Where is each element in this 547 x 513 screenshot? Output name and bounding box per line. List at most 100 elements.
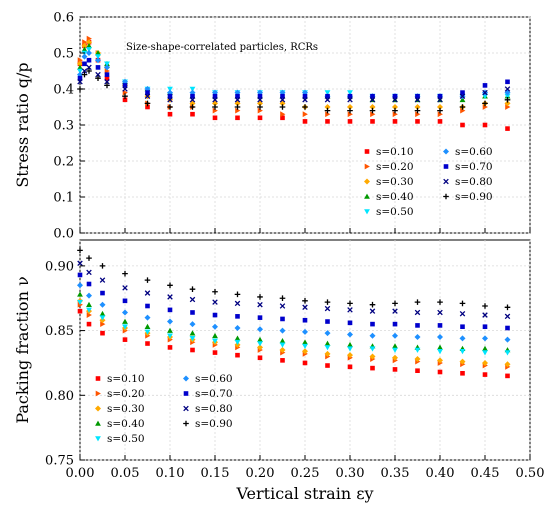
series-s=0.40 [77, 291, 511, 353]
legend-label: s=0.10 [376, 146, 414, 158]
x-tick-label: 0.00 [66, 466, 95, 481]
data-point [370, 321, 375, 327]
data-point [122, 298, 128, 304]
data-point [86, 321, 92, 327]
data-point [392, 354, 398, 361]
data-point [505, 104, 511, 110]
data-point [302, 304, 308, 311]
data-point [459, 300, 466, 307]
legend-item: s=0.10 [95, 373, 145, 385]
data-point [324, 345, 331, 351]
data-point [279, 97, 286, 103]
y-tick-label: 0.5 [53, 47, 74, 62]
data-point [369, 346, 376, 352]
data-point [482, 335, 488, 342]
data-point [189, 104, 196, 110]
data-point [325, 319, 330, 324]
data-point [369, 353, 376, 360]
data-point [504, 86, 511, 92]
data-point [144, 314, 151, 321]
data-point [257, 93, 263, 99]
legend-marker [95, 390, 101, 397]
data-point [414, 299, 421, 305]
data-point [302, 298, 308, 304]
series-s=0.80 [77, 64, 511, 103]
stress-ratio-panel: 0.0 0.1 0.2 0.3 0.4 0.5 0.6 Size-shape-correla… [13, 11, 531, 242]
data-point [234, 339, 241, 346]
series-s=0.90 [77, 68, 511, 114]
data-point [212, 97, 218, 103]
data-point [77, 75, 83, 81]
data-point [280, 115, 285, 121]
legend-item: s=0.60 [443, 146, 493, 158]
legend-label: s=0.20 [107, 388, 145, 400]
data-point [235, 352, 240, 358]
data-point [86, 39, 92, 46]
legend-marker [443, 178, 449, 185]
data-point [415, 368, 420, 374]
legend-label: s=0.30 [107, 403, 145, 415]
x-tick-label: 0.45 [471, 466, 500, 481]
data-point [95, 54, 101, 60]
data-point [86, 281, 92, 287]
y-tick-label: 0.80 [45, 389, 74, 404]
x-tick-label: 0.10 [156, 466, 185, 481]
data-point [369, 308, 376, 314]
data-point [144, 323, 151, 330]
data-point [279, 327, 286, 334]
data-point [167, 104, 173, 110]
data-point [104, 82, 110, 89]
data-point [167, 327, 173, 333]
data-point [482, 83, 488, 88]
data-point [77, 79, 83, 85]
data-point [370, 119, 375, 124]
data-point [392, 308, 398, 314]
data-point [190, 93, 195, 99]
data-point [257, 326, 263, 333]
legend-marker [183, 391, 189, 396]
annotation-text: Size-shape-correlated particles, RCRs [126, 42, 318, 53]
data-point [370, 93, 375, 99]
data-point [325, 363, 330, 368]
data-point [257, 301, 263, 308]
data-point [86, 57, 92, 63]
data-point [392, 97, 398, 103]
data-point [482, 122, 488, 128]
data-point [167, 333, 173, 339]
data-point [460, 122, 465, 128]
series-s=0.50 [77, 47, 511, 100]
series-s=0.10 [77, 39, 510, 131]
data-point [460, 370, 465, 376]
data-point [122, 324, 128, 330]
x-tick-label: 0.35 [381, 466, 410, 481]
data-point [86, 64, 92, 71]
data-point [122, 309, 128, 316]
data-point [325, 93, 330, 99]
legend-label: s=0.40 [376, 191, 414, 203]
data-point [257, 115, 263, 121]
packing-fraction-legend: s=0.10 s=0.20 s=0.30 s=0.40 s=0.50 s=0.60 s=0.… [95, 373, 233, 445]
data-point [122, 93, 128, 99]
data-point [235, 314, 240, 319]
data-point [145, 90, 150, 95]
data-point [437, 93, 443, 99]
legend-marker [95, 436, 101, 442]
data-point [392, 119, 398, 124]
data-point [167, 86, 173, 92]
data-point [95, 75, 101, 81]
data-point [86, 50, 92, 56]
y-tick-label: 0.85 [45, 324, 74, 339]
data-point [459, 96, 466, 103]
data-point [100, 290, 105, 296]
data-point [504, 97, 511, 103]
legend-item: s=0.80 [183, 403, 233, 415]
series-s=0.10 [77, 308, 510, 379]
packing-fraction-points [77, 247, 511, 379]
data-point [257, 104, 263, 110]
data-point [414, 104, 421, 110]
data-point [189, 336, 196, 342]
data-point [437, 334, 443, 341]
data-point [280, 358, 285, 363]
data-point [144, 93, 151, 99]
